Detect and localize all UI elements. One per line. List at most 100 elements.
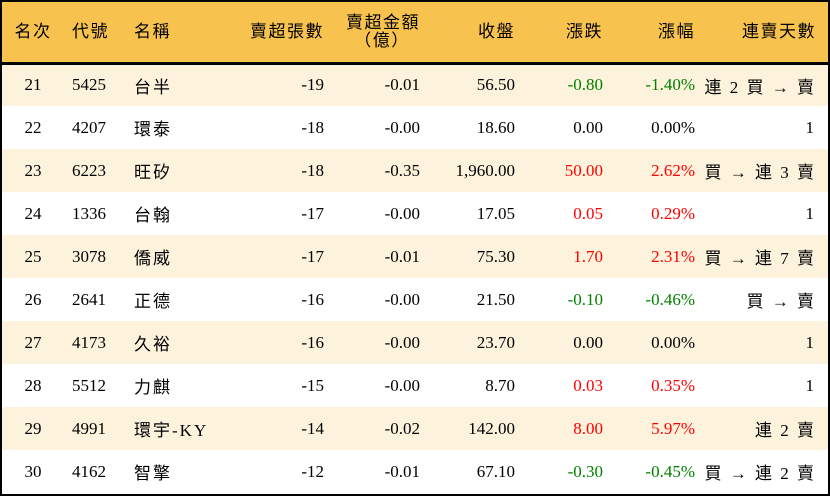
net-sell-amount-cell: -0.01 — [384, 461, 420, 481]
change-pct-cell: -0.45% — [645, 461, 695, 481]
header-streak: 連賣天數 — [742, 21, 816, 41]
change-pct-cell: 2.62% — [651, 160, 695, 180]
net-sell-amount-cell: -0.02 — [384, 418, 420, 438]
table-row: 30 4162 智擎 -12 -0.01 67.10 -0.30 -0.45% … — [2, 450, 828, 493]
code-cell: 1336 — [72, 203, 106, 223]
rank-cell: 22 — [24, 117, 42, 137]
table-row: 29 4991 環宇-KY -14 -0.02 142.00 8.00 5.97… — [2, 407, 828, 450]
rank-cell: 25 — [24, 246, 42, 266]
header-net-sell-lots: 賣超張數 — [250, 21, 324, 41]
net-sell-lots-cell: -16 — [301, 289, 324, 309]
net-sell-amount-cell: -0.00 — [384, 203, 420, 223]
change-cell: -0.80 — [567, 75, 603, 95]
header-net-sell-amount-line1: 賣超金額 — [346, 12, 420, 32]
rank-cell: 23 — [24, 160, 42, 180]
net-sell-lots-cell: -18 — [301, 160, 324, 180]
change-cell: 0.00 — [573, 117, 603, 137]
header-net-sell-amount: 賣超金額 （億） — [324, 2, 420, 63]
streak-cell: 1 — [805, 375, 816, 395]
change-cell: 0.05 — [573, 203, 603, 223]
net-sell-lots-cell: -17 — [301, 246, 324, 266]
header-net-sell-amount-line2: （億） — [354, 30, 410, 50]
net-sell-amount-cell: -0.35 — [384, 160, 420, 180]
close-cell: 56.50 — [476, 75, 515, 95]
rank-cell: 28 — [24, 375, 42, 395]
rank-cell: 21 — [24, 75, 42, 95]
streak-cell: 買 → 連 7 賣 — [704, 249, 816, 268]
change-cell: 8.00 — [573, 418, 603, 438]
streak-cell: 連 2 賣 — [755, 421, 816, 440]
net-sell-lots-cell: -16 — [301, 332, 324, 352]
name-cell: 台半 — [134, 77, 172, 97]
net-sell-amount-cell: -0.00 — [384, 332, 420, 352]
close-cell: 17.05 — [476, 203, 515, 223]
header-rank: 名次 — [14, 21, 52, 41]
table-row: 27 4173 久裕 -16 -0.00 23.70 0.00 0.00% 1 — [2, 321, 828, 364]
net-sell-lots-cell: -18 — [301, 117, 324, 137]
close-cell: 23.70 — [476, 332, 515, 352]
net-sell-lots-cell: -19 — [301, 75, 324, 95]
change-cell: -0.10 — [567, 289, 603, 309]
net-sell-lots-cell: -14 — [301, 418, 324, 438]
rank-cell: 29 — [24, 418, 42, 438]
name-cell: 正德 — [134, 292, 172, 311]
header-name: 名稱 — [134, 21, 171, 41]
net-sell-lots-cell: -17 — [301, 203, 324, 223]
code-cell: 4173 — [72, 332, 106, 352]
close-cell: 18.60 — [476, 117, 515, 137]
rank-cell: 26 — [24, 289, 42, 309]
change-pct-cell: 5.97% — [651, 418, 695, 438]
streak-cell: 連 2 買 → 賣 — [704, 77, 816, 97]
net-sell-amount-cell: -0.01 — [384, 246, 420, 266]
change-cell: 0.03 — [573, 375, 603, 395]
close-cell: 75.30 — [476, 246, 515, 266]
net-sell-amount-cell: -0.00 — [384, 117, 420, 137]
table-row: 25 3078 僑威 -17 -0.01 75.30 1.70 2.31% 買 … — [2, 235, 828, 278]
change-pct-cell: -0.46% — [645, 289, 695, 309]
code-cell: 5512 — [72, 375, 106, 395]
header-code: 代號 — [72, 21, 109, 41]
change-pct-cell: 0.00% — [651, 117, 695, 137]
name-cell: 環泰 — [134, 120, 172, 139]
name-cell: 僑威 — [134, 249, 172, 268]
streak-cell: 買 → 連 3 賣 — [704, 163, 816, 182]
close-cell: 8.70 — [485, 375, 515, 395]
name-cell: 力麒 — [134, 378, 172, 397]
code-cell: 4207 — [72, 117, 106, 137]
rank-cell: 30 — [24, 461, 42, 481]
change-pct-cell: 0.00% — [651, 332, 695, 352]
net-sell-amount-cell: -0.01 — [384, 75, 420, 95]
header-close: 收盤 — [478, 21, 515, 41]
table-row: 23 6223 旺矽 -18 -0.35 1,960.00 50.00 2.62… — [2, 149, 828, 192]
streak-cell: 買 → 連 2 賣 — [704, 464, 816, 483]
net-sell-amount-cell: -0.00 — [384, 375, 420, 395]
header-change-pct: 漲幅 — [658, 21, 695, 41]
streak-cell: 1 — [805, 117, 816, 137]
table-row: 28 5512 力麒 -15 -0.00 8.70 0.03 0.35% 1 — [2, 364, 828, 407]
net-sell-lots-cell: -12 — [301, 461, 324, 481]
change-cell: 0.00 — [573, 332, 603, 352]
change-pct-cell: -1.40% — [645, 75, 695, 95]
rank-cell: 24 — [24, 203, 42, 223]
close-cell: 142.00 — [468, 418, 515, 438]
code-cell: 4162 — [72, 461, 106, 481]
name-cell: 旺矽 — [134, 163, 172, 182]
streak-cell: 買 → 賣 — [746, 292, 816, 311]
code-cell: 3078 — [72, 246, 106, 266]
change-pct-cell: 0.29% — [651, 203, 695, 223]
streak-cell: 1 — [805, 332, 816, 352]
code-cell: 5425 — [72, 75, 106, 95]
table-row: 22 4207 環泰 -18 -0.00 18.60 0.00 0.00% 1 — [2, 106, 828, 149]
name-cell: 智擎 — [134, 464, 172, 483]
streak-cell: 1 — [805, 203, 816, 223]
change-cell: 50.00 — [564, 160, 603, 180]
name-cell: 久裕 — [134, 335, 172, 354]
table-row: 21 5425 台半 -19 -0.01 56.50 -0.80 -1.40% … — [2, 63, 828, 106]
code-cell: 6223 — [72, 160, 106, 180]
name-cell: 環宇-KY — [134, 421, 209, 440]
code-cell: 4991 — [72, 418, 106, 438]
close-cell: 1,960.00 — [455, 160, 516, 180]
rank-cell: 27 — [24, 332, 42, 352]
